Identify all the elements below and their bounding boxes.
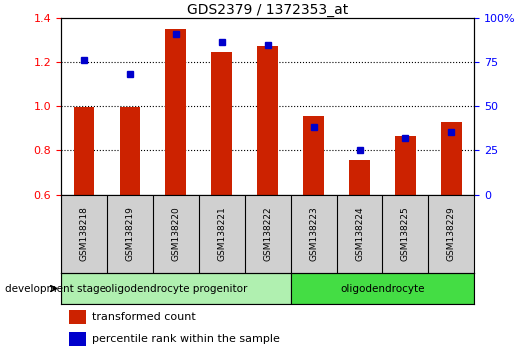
Bar bbox=[61, 273, 290, 304]
Text: transformed count: transformed count bbox=[92, 312, 196, 322]
Bar bbox=[69, 332, 86, 346]
Bar bbox=[441, 122, 462, 195]
Text: GSM138219: GSM138219 bbox=[126, 206, 134, 261]
Bar bbox=[349, 160, 370, 195]
Text: GSM138220: GSM138220 bbox=[171, 206, 180, 261]
Bar bbox=[395, 136, 416, 195]
Text: percentile rank within the sample: percentile rank within the sample bbox=[92, 334, 280, 344]
Bar bbox=[69, 310, 86, 324]
Bar bbox=[258, 46, 278, 195]
Text: GSM138229: GSM138229 bbox=[447, 206, 456, 261]
Text: GSM138221: GSM138221 bbox=[217, 206, 226, 261]
Bar bbox=[165, 29, 186, 195]
Text: GSM138222: GSM138222 bbox=[263, 206, 272, 261]
Text: GSM138218: GSM138218 bbox=[80, 206, 89, 261]
Bar bbox=[290, 273, 474, 304]
Bar bbox=[303, 116, 324, 195]
Text: development stage: development stage bbox=[5, 284, 107, 293]
Text: GSM138223: GSM138223 bbox=[309, 206, 318, 261]
Text: GSM138224: GSM138224 bbox=[355, 206, 364, 261]
Bar bbox=[74, 107, 94, 195]
Text: GSM138225: GSM138225 bbox=[401, 206, 410, 261]
Text: oligodendrocyte progenitor: oligodendrocyte progenitor bbox=[104, 284, 247, 293]
Text: oligodendrocyte: oligodendrocyte bbox=[340, 284, 425, 293]
Bar bbox=[120, 107, 140, 195]
Title: GDS2379 / 1372353_at: GDS2379 / 1372353_at bbox=[187, 3, 348, 17]
Bar bbox=[211, 52, 232, 195]
